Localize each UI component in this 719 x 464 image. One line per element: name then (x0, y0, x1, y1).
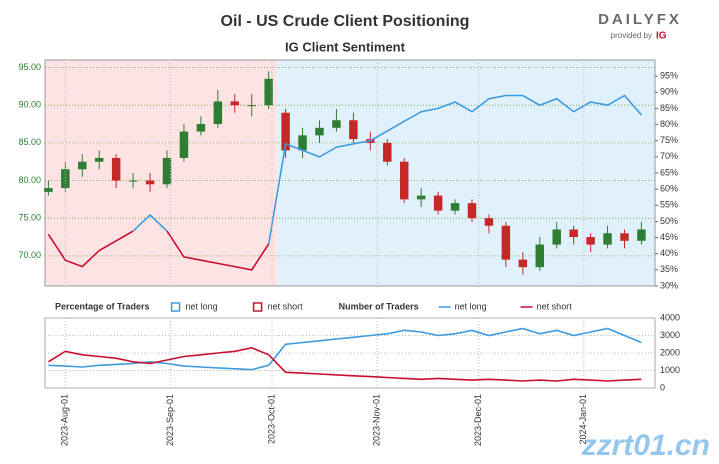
candle-body (383, 142, 392, 162)
legend-swatch (170, 302, 181, 312)
legend-title: Percentage of Traders (55, 301, 150, 311)
candle-body (399, 161, 409, 200)
y2-tick-label: 40% (660, 248, 678, 258)
candle-body (128, 180, 138, 182)
candle-body (162, 157, 172, 185)
x-tick-label: 2023-Sep-01 (165, 394, 175, 446)
y2-tick-label: 70% (660, 151, 678, 161)
x-tick-label: 2023-Nov-01 (371, 394, 381, 446)
candle-body (298, 135, 307, 151)
series-line (47, 230, 270, 271)
y2-tick-label: 35% (660, 264, 678, 274)
candle-body (552, 229, 561, 245)
y-tick-label: 3000 (660, 330, 680, 340)
candle-body (145, 180, 155, 185)
x-tick-label: 2023-Dec-01 (473, 394, 483, 446)
candle-body (484, 218, 494, 226)
y2-tick-label: 45% (660, 232, 678, 242)
candle-body (264, 78, 273, 106)
chart-subtitle: IG Client Sentiment (285, 39, 406, 54)
y2-tick-label: 95% (660, 71, 678, 81)
series-line (47, 346, 642, 382)
candle-body (586, 237, 595, 245)
candle-body (94, 157, 104, 162)
legend-label: net long (455, 301, 487, 311)
y2-tick-label: 75% (660, 135, 678, 145)
y2-tick-label: 55% (660, 200, 678, 210)
candle-body (44, 188, 53, 192)
candle-body (518, 259, 528, 268)
legend-label: net short (268, 301, 304, 311)
long-zone (277, 60, 655, 286)
y2-tick-label: 65% (660, 167, 678, 177)
y2-tick-label: 50% (660, 216, 678, 226)
candle-body (179, 131, 189, 158)
x-tick-label: 2023-Aug-01 (60, 394, 70, 446)
y2-tick-label: 30% (660, 280, 678, 290)
provided-by: provided by (611, 31, 652, 40)
candle-body (315, 127, 324, 136)
candle-body (247, 105, 256, 107)
y-tick-label: 0 (660, 382, 665, 392)
series-line (132, 94, 643, 245)
y2-tick-label: 90% (660, 87, 678, 97)
candle-body (535, 244, 545, 268)
legend-swatch (252, 302, 263, 312)
y-tick-label: 80.00 (18, 175, 41, 185)
brand: IG (656, 31, 667, 42)
candle-body (78, 161, 87, 170)
x-tick-label: 2023-Oct-01 (266, 394, 276, 444)
y-tick-label: 4000 (660, 312, 680, 322)
legend-title: Number of Traders (339, 301, 419, 311)
candle-body (501, 225, 511, 260)
x-tick-label: 2024-Jan-01 (578, 394, 588, 445)
short-zone (45, 60, 278, 286)
candle-body (569, 229, 578, 238)
y-tick-label: 95.00 (18, 62, 41, 72)
candle-body (637, 229, 646, 241)
logo: DAILYFX (598, 11, 682, 28)
candle-body (111, 157, 121, 181)
y-tick-label: 70.00 (18, 250, 41, 260)
watermark: zzrt01.cn (581, 429, 710, 462)
candle-body (467, 203, 477, 219)
y-tick-label: 75.00 (18, 213, 41, 223)
series-line (48, 327, 642, 371)
candle-body (196, 124, 206, 132)
y-tick-label: 2000 (660, 347, 680, 357)
plot-layer: 70.00 75.00 80.00 85.00 90.00 95.00 30% 35% 40% 4… (18, 59, 680, 446)
candle-body (230, 101, 240, 106)
candle-body (349, 120, 358, 140)
y-tick-label: 1000 (660, 365, 680, 375)
candle-body (213, 101, 223, 125)
candle-body (620, 233, 629, 241)
legend-label: net long (186, 301, 218, 311)
lower-frame (44, 317, 656, 389)
candle-body (603, 233, 612, 245)
y2-tick-label: 85% (660, 103, 678, 113)
y-tick-label: 85.00 (18, 137, 41, 147)
legend-label: net short (537, 301, 573, 311)
candle-body (450, 203, 460, 211)
chart-title: Oil - US Crude Client Positioning (221, 13, 470, 30)
candle-body (416, 195, 426, 200)
candle-body (281, 112, 290, 151)
candle-body (61, 169, 70, 189)
y2-tick-label: 60% (660, 184, 678, 194)
y-tick-label: 90.00 (18, 100, 41, 110)
candle-body (332, 120, 341, 128)
y2-tick-label: 80% (660, 119, 678, 129)
candle-body (433, 195, 443, 211)
